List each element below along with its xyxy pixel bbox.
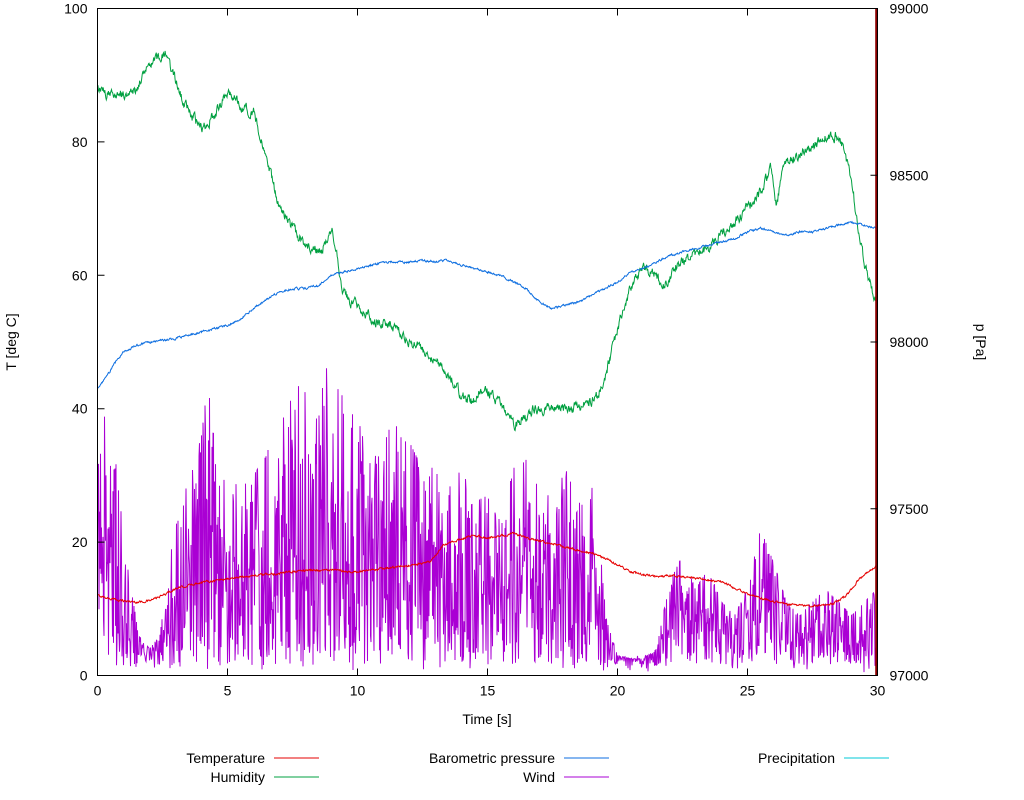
x-tick-label: 20 — [610, 683, 626, 699]
legend-item-humidity: Humidity — [211, 769, 319, 785]
legend-item-precipitation: Precipitation — [758, 750, 889, 766]
legend-label: Precipitation — [758, 750, 835, 766]
x-tick-label: 5 — [224, 683, 232, 699]
y-left-tick-label: 100 — [64, 1, 88, 17]
series-wind — [97, 368, 878, 673]
y-left-tick-label: 60 — [72, 267, 88, 283]
x-tick-label: 25 — [740, 683, 756, 699]
legend-label: Barometric pressure — [429, 750, 555, 766]
y-right-tick-label: 99000 — [890, 1, 929, 17]
y-left-axis-title: T [deg C] — [3, 313, 19, 370]
axes-layer — [97, 8, 878, 676]
y-left-tick-label: 0 — [80, 668, 88, 684]
x-tick-label: 15 — [480, 683, 496, 699]
y-right-axis-title: p [Pa] — [973, 324, 989, 361]
y-left-tick-label: 20 — [72, 534, 88, 550]
x-tick-label: 30 — [870, 683, 886, 699]
x-axis-title: Time [s] — [462, 711, 511, 727]
y-left-tick-label: 40 — [72, 401, 88, 417]
legend-item-wind: Wind — [523, 769, 609, 785]
y-right-tick-label: 97000 — [890, 668, 929, 684]
legend-label: Humidity — [211, 769, 265, 785]
series-temperature — [97, 531, 878, 608]
y-right-tick-label: 97500 — [890, 501, 929, 517]
y-left-tick-label: 80 — [72, 134, 88, 150]
y-right-tick-label: 98000 — [890, 334, 929, 350]
series-barometric-pressure — [97, 220, 878, 390]
x-tick-label: 0 — [94, 683, 102, 699]
legend-item-temperature: Temperature — [186, 750, 319, 766]
legend-label: Temperature — [186, 750, 265, 766]
series-layer — [97, 50, 878, 676]
legend-label: Wind — [523, 769, 555, 785]
y-right-tick-label: 98500 — [890, 167, 929, 183]
legend: Temperature Humidity Barometric pressure Wi… — [186, 750, 889, 785]
x-tick-label: 10 — [350, 683, 366, 699]
tick-label-layer: 0 5 10 15 20 25 30 0 20 40 60 80 100 97000 97500 98000 9… — [64, 1, 929, 699]
plot-border-and-ticks — [97, 8, 878, 676]
legend-item-barometric-pressure: Barometric pressure — [429, 750, 609, 766]
series-humidity — [97, 50, 878, 432]
